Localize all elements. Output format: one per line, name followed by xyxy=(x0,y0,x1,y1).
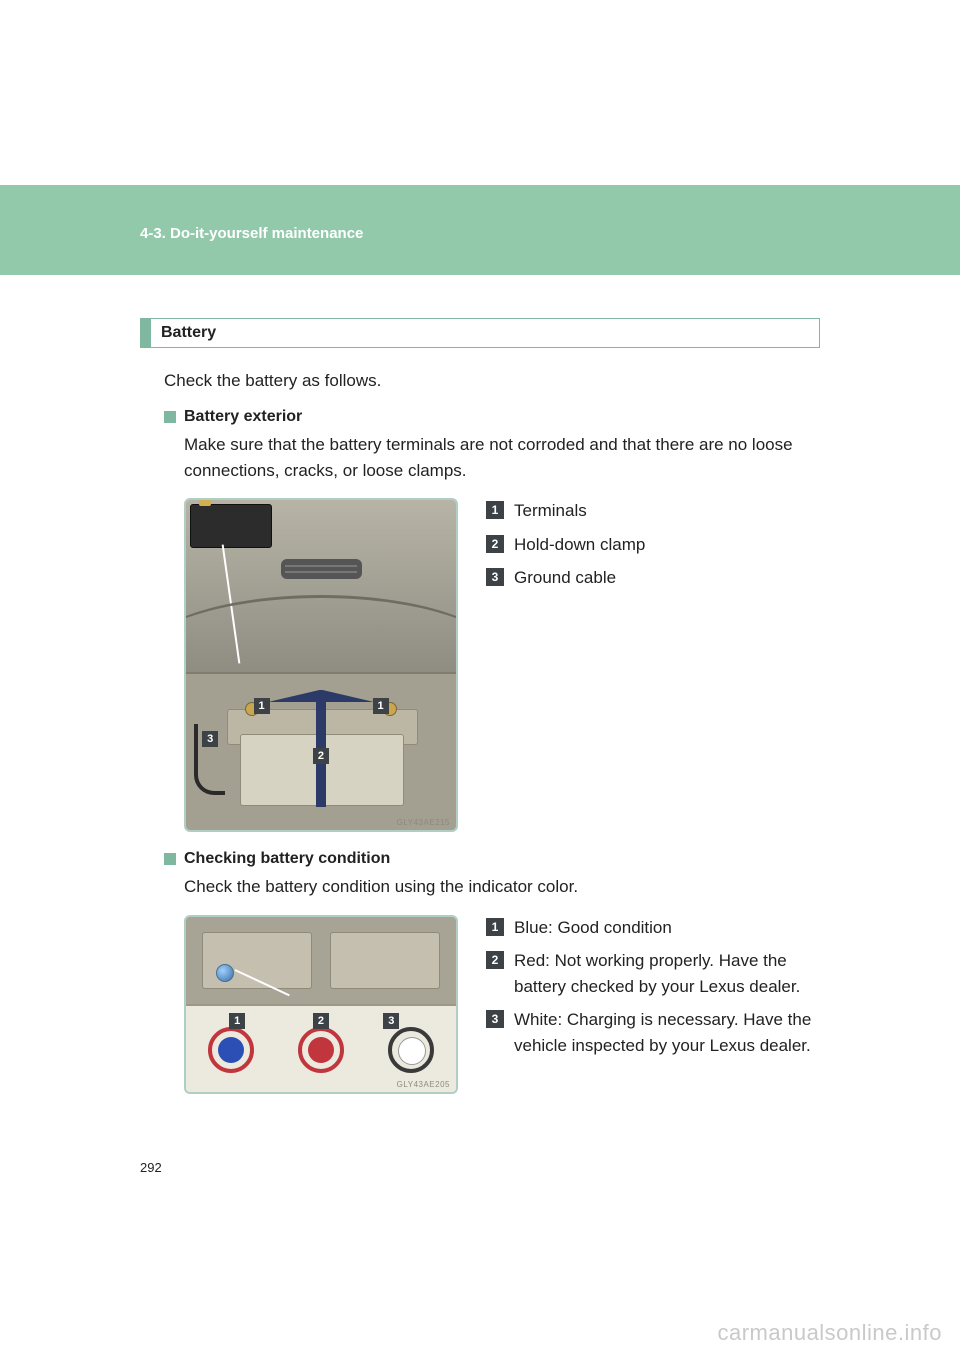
figure-callout-2: 2 xyxy=(313,1013,329,1029)
list-item: 1 Terminals xyxy=(486,498,820,524)
battery-cell-right xyxy=(330,932,440,988)
indicator-red-icon xyxy=(298,1027,344,1073)
indicator-white-icon xyxy=(388,1027,434,1073)
callout-label-red: Red: Not working properly. Have the batt… xyxy=(514,948,820,999)
page-number: 292 xyxy=(140,1160,162,1175)
battery-illustration xyxy=(190,504,272,548)
callout-badge-1: 1 xyxy=(486,918,504,936)
subsection-condition-title: Checking battery condition xyxy=(184,850,390,868)
square-bullet-icon xyxy=(164,411,176,423)
subsection-exterior-title: Battery exterior xyxy=(184,408,302,426)
callout-badge-3: 3 xyxy=(486,568,504,586)
figure-callout-3: 3 xyxy=(202,731,218,747)
callout-badge-2: 2 xyxy=(486,535,504,553)
battery-top-illustration xyxy=(186,917,456,1005)
callout-badge-3: 3 xyxy=(486,1010,504,1028)
lexus-grille-icon xyxy=(281,559,362,580)
exterior-figure-row: 1 1 2 3 GLY43AE215 1 Terminals 2 Hold-do… xyxy=(184,498,820,832)
heading-accent-bar xyxy=(141,319,151,347)
exterior-callout-list: 1 Terminals 2 Hold-down clamp 3 Ground c… xyxy=(486,498,820,599)
engine-bay-illustration xyxy=(186,500,456,672)
subsection-exterior-desc: Make sure that the battery terminals are… xyxy=(184,432,820,485)
list-item: 3 White: Charging is necessary. Have the… xyxy=(486,1007,820,1058)
section-heading: Battery xyxy=(140,318,820,348)
callout-label-white: White: Charging is necessary. Have the v… xyxy=(514,1007,820,1058)
indicator-blue-icon xyxy=(208,1027,254,1073)
callout-label-ground: Ground cable xyxy=(514,565,820,591)
callout-badge-2: 2 xyxy=(486,951,504,969)
square-bullet-icon xyxy=(164,853,176,865)
callout-badge-1: 1 xyxy=(486,501,504,519)
list-item: 1 Blue: Good condition xyxy=(486,915,820,941)
list-item: 2 Red: Not working properly. Have the ba… xyxy=(486,948,820,999)
condition-callout-list: 1 Blue: Good condition 2 Red: Not workin… xyxy=(486,915,820,1067)
section-header-band: 4-3. Do-it-yourself maintenance xyxy=(0,185,960,275)
figure-code: GLY43AE215 xyxy=(397,818,450,827)
indicator-eye-icon xyxy=(216,964,234,982)
figure-callout-1: 1 xyxy=(229,1013,245,1029)
figure-callout-1b: 1 xyxy=(373,698,389,714)
callout-label-blue: Blue: Good condition xyxy=(514,915,820,941)
subsection-condition-desc: Check the battery condition using the in… xyxy=(184,874,820,900)
watermark: carmanualsonline.info xyxy=(717,1320,942,1346)
callout-label-clamp: Hold-down clamp xyxy=(514,532,820,558)
indicator-figure: 1 2 3 GLY43AE205 xyxy=(184,915,458,1094)
list-item: 3 Ground cable xyxy=(486,565,820,591)
section-title: Battery xyxy=(151,319,216,347)
breadcrumb: 4-3. Do-it-yourself maintenance xyxy=(140,225,363,242)
subsection-condition-heading: Checking battery condition xyxy=(164,850,820,868)
subsection-exterior-heading: Battery exterior xyxy=(164,408,820,426)
section-intro: Check the battery as follows. xyxy=(164,368,820,394)
figure-callout-3: 3 xyxy=(383,1013,399,1029)
callout-label-terminals: Terminals xyxy=(514,498,820,524)
figure-code: GLY43AE205 xyxy=(397,1080,450,1089)
page-content: Battery Check the battery as follows. Ba… xyxy=(140,318,820,1112)
figure-callout-2: 2 xyxy=(313,748,329,764)
engine-bay-figure: 1 1 2 3 GLY43AE215 xyxy=(184,498,458,832)
condition-figure-row: 1 2 3 GLY43AE205 1 Blue: Good condition … xyxy=(184,915,820,1094)
figure-callout-1a: 1 xyxy=(254,698,270,714)
list-item: 2 Hold-down clamp xyxy=(486,532,820,558)
